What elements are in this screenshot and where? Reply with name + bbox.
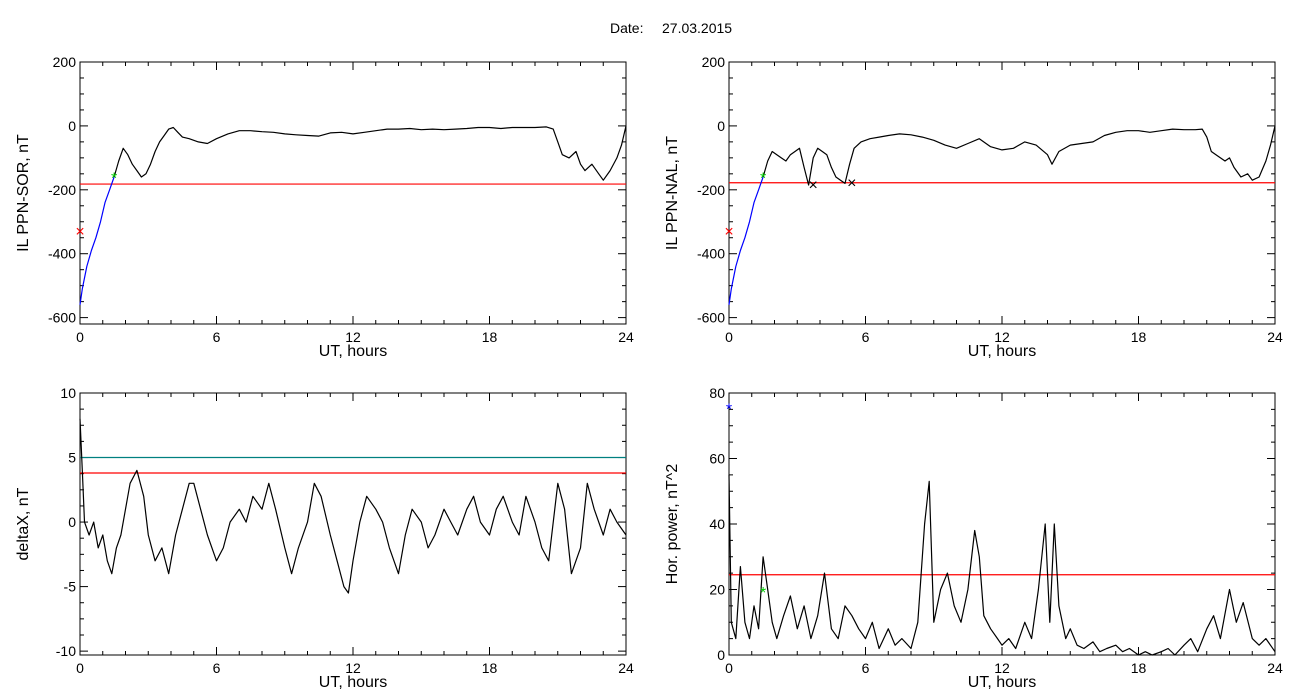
x-tick-label: 24 xyxy=(1267,329,1283,345)
data-marker: * xyxy=(760,171,766,188)
panel-deltax: 0 6 12 18 24 -10 -5 0 5 10 UT, hours deltaX, nT xyxy=(15,385,634,691)
x-tick-label: 0 xyxy=(76,329,84,345)
series-line-1 xyxy=(113,125,627,181)
y-tick-label: -200 xyxy=(48,182,76,198)
x-axis-label: UT, hours xyxy=(968,674,1036,691)
series-line-0 xyxy=(728,474,1276,656)
series-line-0 xyxy=(728,176,764,305)
series-line-0 xyxy=(79,176,115,305)
x-tick-label: 12 xyxy=(994,329,1010,345)
x-tick-label: 12 xyxy=(345,329,361,345)
panel-hor-power: 0 6 12 18 24 0 20 40 60 80 UT, hours Hor. power, nT… xyxy=(664,385,1283,691)
x-axis-label: UT, hours xyxy=(319,343,387,360)
x-tick-label: 12 xyxy=(345,660,361,676)
x-tick-label: 0 xyxy=(76,660,84,676)
x-tick-label: 24 xyxy=(618,329,634,345)
data-marker: * xyxy=(111,171,117,188)
panel-il-sor: 0 6 12 18 24 -600 -400 -200 0 200 UT, hours IL PPN-… xyxy=(15,54,634,360)
x-tick-label: 18 xyxy=(1131,329,1147,345)
x-axis-label: UT, hours xyxy=(968,343,1036,360)
y-tick-label: -600 xyxy=(48,310,76,326)
y-tick-label: 200 xyxy=(702,54,726,70)
data-marker: × xyxy=(847,175,856,192)
y-tick-label: 0 xyxy=(717,118,725,134)
data-marker: × xyxy=(724,223,733,240)
y-tick-label: 0 xyxy=(717,647,725,663)
x-tick-label: 6 xyxy=(213,329,221,345)
x-tick-label: 18 xyxy=(482,329,498,345)
data-marker: × xyxy=(809,177,818,194)
y-axis-label: IL PPN-NAL, nT xyxy=(664,136,681,250)
x-tick-label: 6 xyxy=(213,660,221,676)
data-marker: * xyxy=(760,585,766,602)
data-marker: * xyxy=(726,401,732,418)
y-tick-label: -400 xyxy=(697,246,725,262)
y-axis-label: IL PPN-SOR, nT xyxy=(15,134,32,252)
x-tick-label: 0 xyxy=(725,329,733,345)
plot-frame xyxy=(79,61,627,325)
x-tick-label: 6 xyxy=(862,660,870,676)
y-tick-label: 40 xyxy=(709,516,725,532)
date-value: 27.03.2015 xyxy=(662,20,732,36)
x-tick-label: 6 xyxy=(862,329,870,345)
date-label: Date: xyxy=(610,20,643,36)
y-tick-label: 80 xyxy=(709,385,725,401)
y-tick-label: -600 xyxy=(697,310,725,326)
y-tick-label: 0 xyxy=(68,514,76,530)
y-tick-label: -200 xyxy=(697,182,725,198)
x-tick-label: 24 xyxy=(618,660,634,676)
x-axis-label: UT, hours xyxy=(319,674,387,691)
y-tick-label: 60 xyxy=(709,451,725,467)
panel-il-nal: 0 6 12 18 24 -600 -400 -200 0 200 UT, hours IL PPN-… xyxy=(664,54,1283,360)
data-marker: × xyxy=(75,223,84,240)
x-tick-label: 18 xyxy=(1131,660,1147,676)
series-line-0 xyxy=(79,418,627,594)
plot-frame xyxy=(79,392,627,656)
y-tick-label: 0 xyxy=(68,118,76,134)
y-tick-label: -5 xyxy=(64,579,77,595)
y-tick-label: 10 xyxy=(60,385,76,401)
x-tick-label: 12 xyxy=(994,660,1010,676)
y-axis-label: deltaX, nT xyxy=(15,487,32,560)
y-axis-label: Hor. power, nT^2 xyxy=(664,464,681,585)
y-tick-label: -400 xyxy=(48,246,76,262)
y-tick-label: 200 xyxy=(53,54,77,70)
y-tick-label: 5 xyxy=(68,450,76,466)
y-tick-label: 20 xyxy=(709,582,725,598)
x-tick-label: 18 xyxy=(482,660,498,676)
plot-frame xyxy=(728,392,1276,656)
y-tick-label: -10 xyxy=(56,643,76,659)
x-tick-label: 24 xyxy=(1267,660,1283,676)
series-line-1 xyxy=(762,125,1276,186)
x-tick-label: 0 xyxy=(725,660,733,676)
